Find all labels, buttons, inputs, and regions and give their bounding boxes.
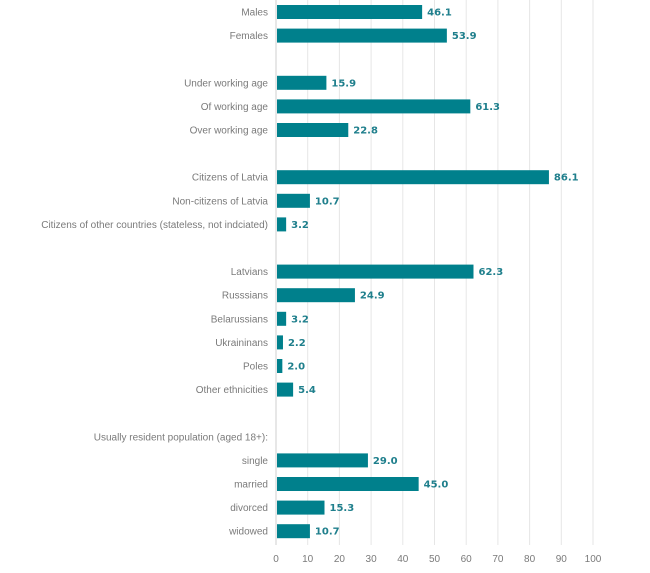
x-tick-label: 30	[366, 554, 378, 565]
category-label: Non-citizens of Latvia	[172, 196, 268, 207]
x-tick-label: 50	[429, 554, 441, 565]
bar	[277, 477, 419, 491]
category-label: Citizens of other countries (stateless, …	[41, 220, 268, 231]
bar	[277, 500, 325, 515]
x-tick-label: 0	[273, 554, 279, 565]
category-label: Russsians	[222, 291, 268, 302]
bar	[277, 359, 283, 373]
bar	[277, 5, 423, 19]
x-tick-label: 70	[492, 554, 504, 565]
data-label: 61.3	[475, 102, 500, 113]
data-label: 10.7	[315, 527, 340, 538]
data-label: 45.0	[424, 480, 449, 491]
bar	[277, 123, 349, 137]
bar	[277, 28, 447, 43]
data-label: 24.9	[360, 291, 385, 302]
bars	[277, 5, 549, 539]
x-tick-label: 20	[334, 554, 346, 565]
category-label: Ukraininans	[215, 338, 268, 349]
bar	[277, 99, 471, 114]
x-tick-label: 80	[524, 554, 536, 565]
data-label: 10.7	[315, 196, 340, 207]
data-label: 53.9	[452, 31, 477, 42]
data-label: 3.2	[291, 314, 309, 325]
data-label: 2.0	[287, 362, 305, 373]
category-label: divorced	[230, 503, 268, 514]
bar	[277, 288, 355, 303]
data-label: 22.8	[353, 126, 378, 137]
bar	[277, 524, 310, 539]
bar	[277, 170, 549, 185]
data-label: 2.2	[288, 338, 306, 349]
category-label: Males	[241, 8, 268, 19]
data-label: 3.2	[291, 220, 309, 231]
data-label: 15.3	[330, 503, 355, 514]
category-label: Latvians	[231, 267, 268, 278]
data-label: 29.0	[373, 456, 398, 467]
data-label: 15.9	[331, 78, 356, 89]
bar	[277, 335, 283, 350]
bar	[277, 453, 368, 468]
data-label: 5.4	[298, 385, 316, 396]
category-label: married	[234, 480, 268, 491]
category-label: Poles	[243, 362, 268, 373]
bar	[277, 311, 287, 326]
category-label: Belarussians	[211, 314, 268, 325]
bar	[277, 193, 310, 208]
category-label: Citizens of Latvia	[192, 173, 269, 184]
data-label: 46.1	[427, 8, 452, 19]
bar	[277, 217, 287, 232]
bar	[277, 75, 327, 90]
data-label: 62.3	[478, 267, 503, 278]
category-label: Under working age	[184, 78, 268, 89]
x-tick-label: 90	[556, 554, 568, 565]
x-tick-label: 100	[585, 554, 602, 565]
x-tick-label: 40	[397, 554, 409, 565]
x-axis-ticks: 0 10 20 30 40 50 60 70 80 90 100	[273, 554, 602, 565]
data-label: 86.1	[554, 173, 579, 184]
category-label: Other ethnicities	[196, 385, 268, 396]
category-label: Usually resident population (aged 18+):	[94, 432, 268, 443]
bar	[277, 382, 294, 397]
value-labels: 46.1 53.9 15.9 61.3 22.8 86.1 10.7 3.2 62.3 24.9 3…	[287, 8, 578, 538]
category-label: Females	[230, 31, 268, 42]
category-label: Over working age	[190, 126, 269, 137]
x-tick-label: 60	[461, 554, 473, 565]
category-label: single	[242, 456, 269, 467]
category-label: Of working age	[201, 102, 269, 113]
category-labels: Males Females Under working age Of working …	[41, 8, 268, 538]
bar	[277, 264, 474, 279]
x-tick-label: 10	[302, 554, 314, 565]
category-label: widowed	[228, 527, 268, 538]
